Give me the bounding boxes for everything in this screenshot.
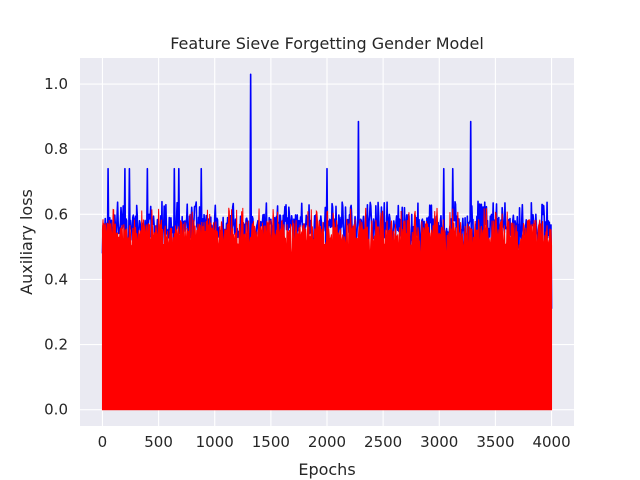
series-layer (101, 73, 553, 411)
chart-title: Feature Sieve Forgetting Gender Model (170, 34, 484, 53)
y-tick-label: 0.0 (44, 401, 68, 419)
y-tick-label: 0.2 (44, 336, 68, 354)
y-tick-label: 1.0 (44, 75, 68, 93)
x-tick-label: 500 (144, 433, 173, 451)
x-tick-label: 3500 (476, 433, 514, 451)
y-tick-label: 0.4 (44, 270, 68, 288)
x-tick-label: 1500 (252, 433, 290, 451)
x-tick-label: 3000 (420, 433, 458, 451)
x-tick-label: 2000 (308, 433, 346, 451)
y-tick-label: 0.8 (44, 140, 68, 158)
series-line-blue (101, 73, 553, 309)
x-tick-label: 2500 (364, 433, 402, 451)
y-axis-label: Auxiliary loss (17, 189, 36, 295)
y-tick-label: 0.6 (44, 205, 68, 223)
series-area-red (101, 207, 553, 411)
x-tick-label: 0 (98, 433, 108, 451)
x-tick-label: 4000 (532, 433, 570, 451)
x-tick-label: 1000 (196, 433, 234, 451)
x-axis-label: Epochs (298, 460, 355, 479)
tick-labels: 0 500 1000 1500 2000 2500 3000 3500 4000 0.0 0.2 0.… (44, 75, 570, 451)
